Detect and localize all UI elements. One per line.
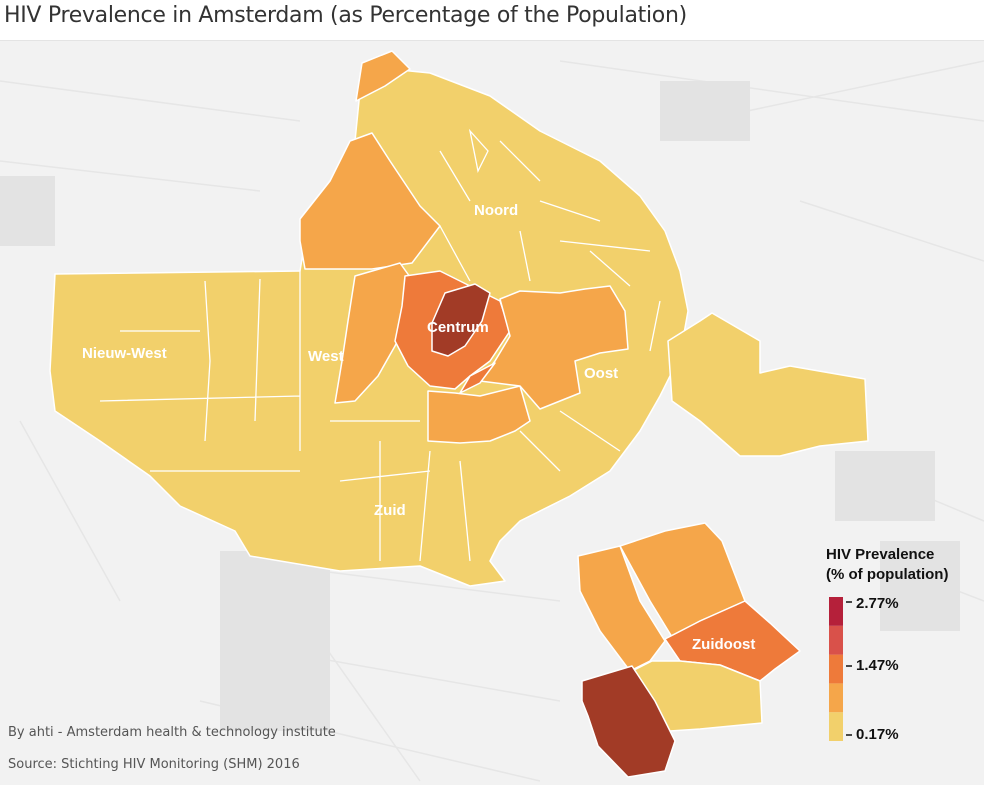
legend-title-line2: (% of population): [826, 566, 948, 583]
source-credit: Source: Stichting HIV Monitoring (SHM) 2…: [8, 757, 300, 772]
legend-title-line1: HIV Prevalence: [826, 546, 934, 563]
region-centrum-core: [431, 283, 491, 357]
region-zuidoost-dark: [581, 665, 676, 778]
label-oost: Oost: [584, 365, 618, 382]
label-noord: Noord: [474, 202, 518, 219]
district-labels: Noord Centrum Nieuw-West West Oost Zuid …: [82, 202, 755, 653]
legend-swatch: [829, 597, 843, 626]
region-zuidoost-orange-west: [577, 545, 666, 672]
region-zuid-orange: [427, 385, 531, 444]
legend-swatch: [829, 625, 843, 655]
map-panel[interactable]: Noord Centrum Nieuw-West West Oost Zuid …: [0, 40, 984, 785]
label-nieuw-west: Nieuw-West: [82, 345, 167, 362]
zuidoost-regions: [577, 522, 801, 778]
legend: HIV Prevalence (% of population) 2.77% 1…: [826, 546, 948, 743]
label-zuidoost: Zuidoost: [692, 636, 755, 653]
neighbourhood-boundaries: [99, 128, 661, 562]
legend-swatch: [829, 712, 843, 741]
legend-color-scale: [829, 597, 843, 741]
region-noord-tip: [355, 50, 411, 102]
legend-tick-min: 0.17%: [856, 726, 899, 743]
label-zuid: Zuid: [374, 502, 406, 519]
legend-swatch: [829, 654, 843, 684]
region-oost-ring: [459, 362, 496, 394]
label-west: West: [308, 348, 344, 365]
region-noord-west-orange: [299, 132, 441, 270]
amsterdam-map[interactable]: Noord Centrum Nieuw-West West Oost Zuid …: [0, 41, 984, 785]
legend-tick-mid: 1.47%: [856, 657, 899, 674]
district-regions: [49, 50, 869, 587]
background-buildings: [0, 81, 960, 731]
author-credit: By ahti - Amsterdam health & technology …: [8, 725, 336, 740]
region-oost-east: [667, 312, 869, 457]
legend-ticks: [846, 601, 852, 736]
legend-tick-max: 2.77%: [856, 595, 899, 612]
page-title: HIV Prevalence in Amsterdam (as Percenta…: [4, 3, 687, 28]
label-centrum: Centrum: [427, 319, 489, 336]
legend-swatch: [829, 683, 843, 713]
